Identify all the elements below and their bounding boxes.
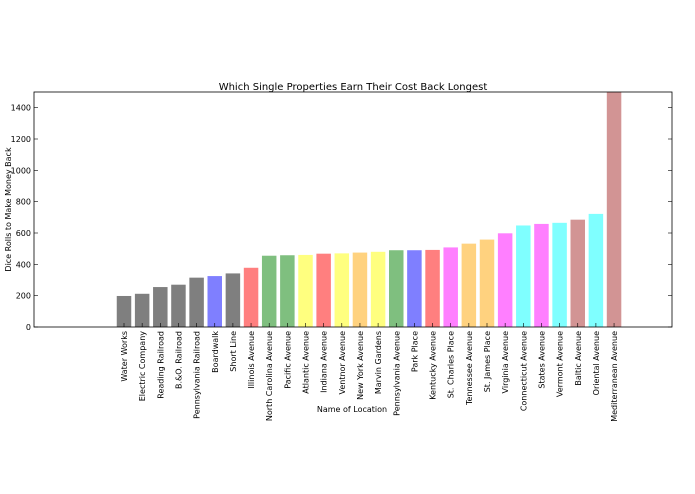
bar: [389, 250, 404, 327]
x-tick-label: Electric Company: [138, 331, 147, 402]
bar: [552, 222, 567, 327]
bar: [189, 277, 204, 327]
x-tick-label: Illinois Avenue: [247, 331, 256, 389]
x-tick-label: Kentucky Avenue: [429, 331, 438, 400]
x-tick-label: Mediterranean Avenue: [610, 331, 619, 422]
bars-group: [116, 92, 622, 327]
y-axis: 0 200 400 600 800 1000 1200 1400: [11, 104, 672, 332]
x-tick-label: Ventnor Avenue: [338, 331, 347, 395]
bar: [207, 276, 222, 327]
y-tick-label: 400: [16, 260, 31, 269]
bar: [334, 253, 350, 327]
x-tick-label: Pacific Avenue: [283, 331, 292, 389]
x-tick-label: North Carolina Avenue: [265, 331, 274, 421]
x-tick-label: Reading Railroad: [156, 331, 165, 399]
y-axis-label: Dice Rolls to Make Money Back: [4, 147, 13, 272]
y-tick-label: 200: [16, 292, 31, 301]
bar: [243, 267, 259, 327]
bar: [298, 254, 313, 327]
y-tick-label: 1000: [11, 166, 31, 175]
bar: [606, 92, 622, 327]
bar: [425, 249, 440, 327]
x-tick-label: Virginia Avenue: [501, 331, 510, 394]
bar: [261, 255, 277, 327]
x-tick-label: Baltic Avenue: [574, 331, 583, 386]
y-tick-label: 1200: [11, 135, 31, 144]
bar: [516, 225, 531, 327]
bar: [280, 255, 295, 327]
bar: [316, 253, 331, 327]
bar: [370, 251, 386, 327]
x-tick-label: St. Charles Place: [447, 331, 456, 398]
x-tick-label: B.&O. Railroad: [174, 331, 183, 389]
bar: [570, 219, 585, 327]
y-tick-label: 1400: [11, 104, 31, 113]
bar: [116, 295, 132, 327]
bar: [352, 252, 368, 327]
x-tick-label: Short Line: [229, 331, 238, 372]
x-tick-label: Pennsylvania Railroad: [193, 331, 202, 419]
bar: [407, 250, 422, 327]
x-tick-label: Oriental Avenue: [592, 331, 601, 395]
x-axis-label: Name of Location: [317, 405, 387, 414]
x-tick-label: St. James Place: [483, 331, 492, 392]
x-tick-label: Tennessee Avenue: [465, 331, 474, 406]
bar: [153, 287, 168, 327]
x-tick-label: Park Place: [410, 331, 419, 372]
bar: [497, 233, 513, 327]
x-tick-label: Water Works: [120, 331, 129, 382]
plot-frame: [33, 91, 673, 328]
x-tick-label: Connecticut Avenue: [519, 331, 528, 411]
bar: [443, 247, 458, 327]
bar: [461, 243, 477, 327]
x-tick-label: Boardwalk: [211, 331, 220, 373]
bar: [225, 273, 241, 327]
bar: [134, 293, 150, 327]
x-tick-label: New York Avenue: [356, 331, 365, 400]
x-tick-label: Marvin Gardens: [374, 331, 383, 394]
y-tick-label: 800: [16, 198, 31, 207]
x-tick-label: Indiana Avenue: [320, 331, 329, 393]
bar: [534, 223, 549, 327]
x-tick-label: States Avenue: [537, 331, 546, 389]
bar: [479, 239, 495, 327]
x-tick-label: Pennsylvania Avenue: [392, 331, 401, 416]
y-tick-label: 600: [16, 229, 31, 238]
y-tick-label: 0: [26, 323, 31, 332]
bar: [171, 284, 186, 327]
chart-title: Which Single Properties Earn Their Cost …: [219, 82, 488, 93]
x-axis: Water Works Electric Company Reading Railr…: [120, 323, 619, 422]
bar: [588, 213, 604, 327]
x-tick-label: Atlantic Avenue: [302, 331, 311, 394]
x-tick-label: Vermont Avenue: [556, 331, 565, 397]
